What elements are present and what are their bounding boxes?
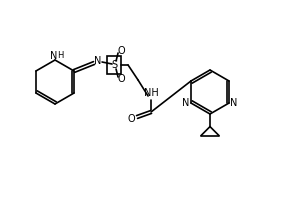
Text: O: O [117, 46, 125, 56]
Text: O: O [127, 114, 135, 124]
Text: N: N [50, 51, 58, 61]
Text: N: N [182, 98, 190, 108]
Bar [107, 56, 121, 74]
Text: N: N [94, 56, 102, 66]
Text: S: S [111, 60, 117, 70]
Text: H: H [57, 51, 63, 60]
Text: N: N [230, 98, 238, 108]
Text: NH: NH [144, 88, 158, 98]
Text: O: O [117, 74, 125, 84]
